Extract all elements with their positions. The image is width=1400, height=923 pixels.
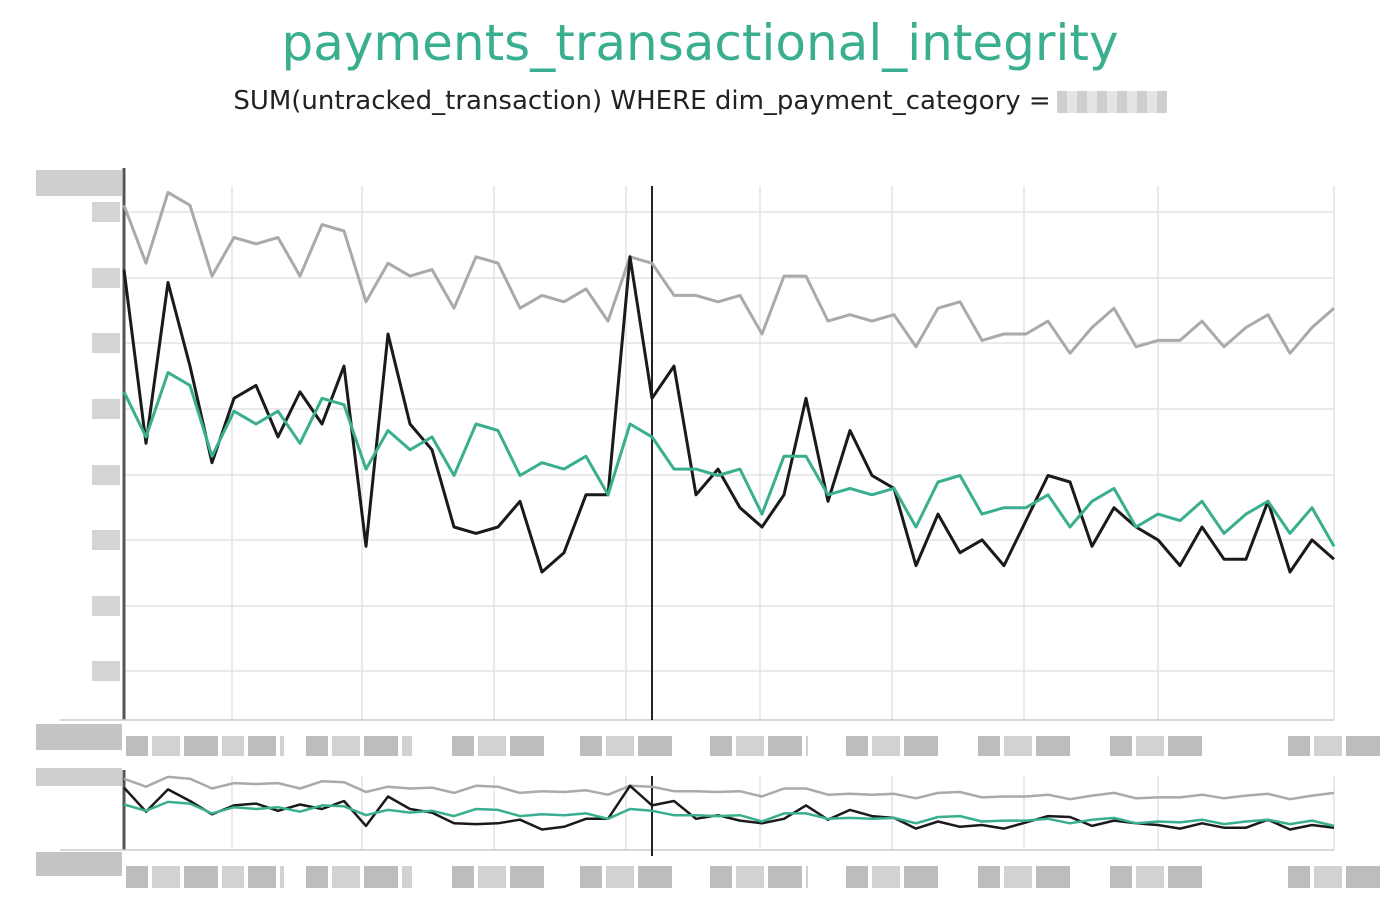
overview-x-tick-label-redacted	[978, 866, 1000, 888]
chart-title: payments_transactional_integrity	[281, 14, 1119, 72]
series-line-teal	[122, 371, 1336, 548]
x-tick-label-redacted	[152, 736, 180, 756]
x-tick-label-redacted	[710, 736, 732, 756]
y-tick-label-redacted	[92, 333, 120, 353]
overview-x-tick-label-redacted	[606, 866, 634, 888]
series-line-black	[122, 255, 1335, 574]
x-tick-label-redacted	[1004, 736, 1032, 756]
overview-x-tick-label-redacted	[306, 866, 328, 888]
overview-y-label-redacted	[36, 768, 122, 786]
x-tick-label-redacted	[806, 736, 808, 756]
x-tick-label-redacted	[280, 736, 284, 756]
x-tick-label-redacted	[402, 736, 412, 756]
y-tick-label-redacted	[92, 465, 120, 485]
overview-x-tick-label-redacted	[1168, 866, 1202, 888]
overview-x-tick-label-redacted	[1346, 866, 1380, 888]
overview-x-tick-label-redacted	[710, 866, 732, 888]
overview-x-tick-label-redacted	[1004, 866, 1032, 888]
y-tick-label-redacted	[92, 661, 120, 681]
overview-x-tick-label-redacted	[904, 866, 938, 888]
overview-x-tick-label-redacted	[638, 866, 672, 888]
x-tick-label-redacted	[978, 736, 1000, 756]
overview-x-tick-label-redacted	[152, 866, 180, 888]
overview-x-tick-label-redacted	[1314, 866, 1342, 888]
overview-x-tick-label-redacted	[364, 866, 398, 888]
overview-x-tick-label-redacted	[184, 866, 218, 888]
x-tick-label-redacted	[1168, 736, 1202, 756]
y-tick-label-redacted	[36, 170, 122, 196]
y-tick-label-redacted	[92, 530, 120, 550]
x-tick-label-redacted	[1314, 736, 1342, 756]
overview-x-tick-label-redacted	[872, 866, 900, 888]
redacted-category-value	[1056, 90, 1167, 113]
overview-x-tick-label-redacted	[402, 866, 412, 888]
y-tick-label-redacted	[36, 724, 122, 750]
overview-x-tick-label-redacted	[126, 866, 148, 888]
series-line-gray	[122, 190, 1335, 355]
x-tick-label-redacted	[306, 736, 328, 756]
x-tick-label-redacted	[1136, 736, 1164, 756]
x-tick-label-redacted	[332, 736, 360, 756]
overview-x-tick-label-redacted	[846, 866, 868, 888]
x-tick-label-redacted	[364, 736, 398, 756]
x-tick-label-redacted	[1110, 736, 1132, 756]
x-tick-label-redacted	[126, 736, 148, 756]
overview-x-tick-label-redacted	[1136, 866, 1164, 888]
x-tick-label-redacted	[1288, 736, 1310, 756]
overview-x-tick-label-redacted	[1110, 866, 1132, 888]
overview-series-line-teal	[123, 800, 1335, 828]
x-tick-label-redacted	[638, 736, 672, 756]
x-tick-label-redacted	[1346, 736, 1380, 756]
x-tick-label-redacted	[222, 736, 244, 756]
overview-x-tick-label-redacted	[332, 866, 360, 888]
overview-x-tick-label-redacted	[1036, 866, 1070, 888]
x-tick-label-redacted	[510, 736, 544, 756]
overview-y-label-redacted	[36, 852, 122, 876]
x-tick-label-redacted	[872, 736, 900, 756]
overview-x-tick-label-redacted	[510, 866, 544, 888]
overview-x-tick-label-redacted	[248, 866, 276, 888]
y-tick-label-redacted	[92, 202, 120, 222]
x-tick-label-redacted	[904, 736, 938, 756]
overview-x-tick-label-redacted	[580, 866, 602, 888]
overview-x-tick-label-redacted	[768, 866, 802, 888]
overview-x-tick-label-redacted	[1288, 866, 1310, 888]
overview-series-line-gray	[123, 775, 1335, 801]
overview-x-tick-label-redacted	[222, 866, 244, 888]
chart-subtitle: SUM(untracked_transaction) WHERE dim_pay…	[0, 86, 1400, 116]
overview-x-tick-label-redacted	[736, 866, 764, 888]
x-tick-label-redacted	[736, 736, 764, 756]
overview-x-tick-label-redacted	[806, 866, 808, 888]
x-tick-label-redacted	[248, 736, 276, 756]
x-tick-label-redacted	[580, 736, 602, 756]
x-tick-label-redacted	[1036, 736, 1070, 756]
x-tick-label-redacted	[452, 736, 474, 756]
y-tick-label-redacted	[92, 399, 120, 419]
y-tick-label-redacted	[92, 596, 120, 616]
x-tick-label-redacted	[846, 736, 868, 756]
x-tick-label-redacted	[768, 736, 802, 756]
x-tick-label-redacted	[478, 736, 506, 756]
x-tick-label-redacted	[606, 736, 634, 756]
overview-x-tick-label-redacted	[452, 866, 474, 888]
overview-x-tick-label-redacted	[478, 866, 506, 888]
y-tick-label-redacted	[92, 268, 120, 288]
overview-x-tick-label-redacted	[280, 866, 284, 888]
x-tick-label-redacted	[184, 736, 218, 756]
